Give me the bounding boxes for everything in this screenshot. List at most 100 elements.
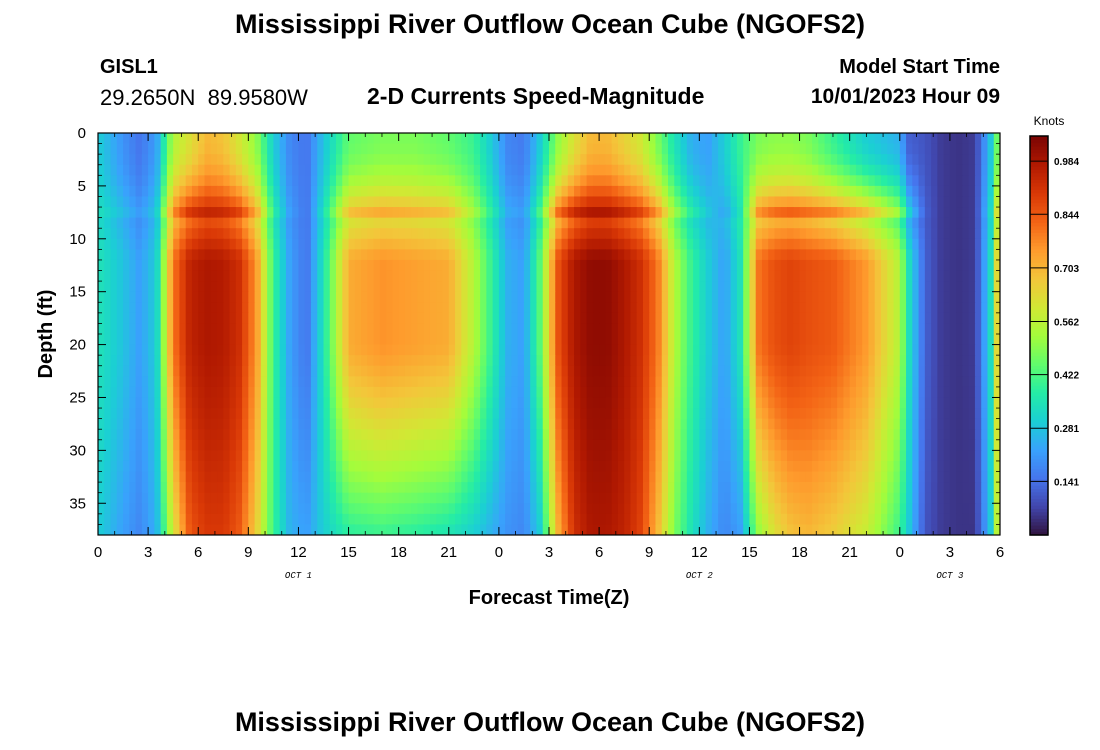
heatmap-cell <box>373 207 381 219</box>
heatmap-cell <box>248 238 256 250</box>
heatmap-cell <box>310 492 318 504</box>
heatmap-cell <box>329 365 337 377</box>
heatmap-cell <box>724 418 732 430</box>
heatmap-cell <box>98 259 105 272</box>
heatmap-cell <box>411 334 419 346</box>
heatmap-cell <box>918 355 926 367</box>
heatmap-cell <box>837 207 844 219</box>
heatmap-cell <box>536 270 544 282</box>
heatmap-cell <box>505 196 513 208</box>
heatmap-cell <box>899 365 907 377</box>
heatmap-cell <box>448 185 456 198</box>
heatmap-cell <box>536 143 544 155</box>
heatmap-cell <box>530 323 538 335</box>
heatmap-cell <box>686 323 694 335</box>
heatmap-cell <box>536 154 544 166</box>
heatmap-cell <box>273 460 281 473</box>
heatmap-cell <box>899 439 907 451</box>
heatmap-cell <box>855 429 863 441</box>
heatmap-cell <box>448 429 456 441</box>
heatmap-cell <box>586 429 594 441</box>
heatmap-cell <box>880 408 888 420</box>
heatmap-cell <box>336 143 343 155</box>
heatmap-cell <box>141 344 149 356</box>
heatmap-cell <box>661 334 669 346</box>
heatmap-cell <box>135 143 143 155</box>
heatmap-cell <box>110 312 118 325</box>
heatmap-cell <box>912 207 920 219</box>
heatmap-cell <box>480 408 487 420</box>
heatmap-cell <box>580 492 588 504</box>
heatmap-cell <box>417 344 425 356</box>
heatmap-cell <box>887 164 895 176</box>
heatmap-cell <box>480 344 487 356</box>
heatmap-cell <box>718 270 725 282</box>
heatmap-cell <box>480 164 487 176</box>
plot-title: 2-D Currents Speed-Magnitude <box>367 83 705 109</box>
heatmap-cell <box>599 249 606 261</box>
heatmap-cell <box>530 291 538 303</box>
heatmap-cell <box>549 217 556 229</box>
heatmap-cell <box>455 259 462 272</box>
heatmap-cell <box>855 270 863 282</box>
heatmap-cell <box>799 334 807 346</box>
heatmap-cell <box>392 482 400 494</box>
heatmap-cell <box>467 471 475 483</box>
heatmap-cell <box>636 175 644 187</box>
heatmap-cell <box>680 439 688 451</box>
heatmap-cell <box>605 217 613 229</box>
heatmap-cell <box>655 323 663 335</box>
heatmap-cell <box>931 175 938 187</box>
heatmap-cell <box>185 133 193 145</box>
heatmap-cell <box>248 249 256 261</box>
heatmap-cell <box>906 355 913 367</box>
heatmap-cell <box>818 291 826 303</box>
heatmap-cell <box>711 154 719 166</box>
heatmap-cell <box>774 429 782 441</box>
heatmap-cell <box>429 238 437 250</box>
heatmap-cell <box>561 323 569 335</box>
heatmap-cell <box>116 334 124 346</box>
heatmap-cell <box>336 185 343 198</box>
heatmap-cell <box>367 143 375 155</box>
heatmap-cell <box>943 281 951 293</box>
heatmap-cell <box>567 312 575 325</box>
heatmap-cell <box>342 196 350 208</box>
heatmap-cell <box>956 185 964 198</box>
heatmap-cell <box>198 249 206 261</box>
heatmap-cell <box>185 175 193 187</box>
heatmap-cell <box>404 355 412 367</box>
heatmap-cell <box>805 408 813 420</box>
heatmap-cell <box>680 450 688 462</box>
heatmap-cell <box>567 471 575 483</box>
heatmap-cell <box>210 238 218 250</box>
heatmap-cell <box>736 408 744 420</box>
heatmap-cell <box>812 323 819 335</box>
heatmap-cell <box>743 238 751 250</box>
heatmap-cell <box>473 323 481 335</box>
heatmap-cell <box>699 238 707 250</box>
heatmap-cell <box>461 154 469 166</box>
heatmap-cell <box>129 143 137 155</box>
heatmap-cell <box>123 482 130 494</box>
heatmap-cell <box>868 259 876 272</box>
heatmap-cell <box>567 185 575 198</box>
heatmap-cells <box>98 133 1000 535</box>
heatmap-cell <box>743 143 751 155</box>
heatmap-cell <box>956 418 964 430</box>
heatmap-cell <box>649 259 657 272</box>
heatmap-cell <box>567 355 575 367</box>
heatmap-cell <box>624 143 632 155</box>
heatmap-cell <box>649 291 657 303</box>
heatmap-cell <box>542 376 550 388</box>
heatmap-cell <box>693 471 700 483</box>
heatmap-cell <box>267 207 274 219</box>
heatmap-cell <box>217 175 224 187</box>
heatmap-cell <box>730 291 738 303</box>
heatmap-cell <box>686 154 694 166</box>
heatmap-cell <box>467 249 475 261</box>
heatmap-cell <box>166 376 174 388</box>
heatmap-cell <box>580 270 588 282</box>
heatmap-cell <box>574 196 581 208</box>
